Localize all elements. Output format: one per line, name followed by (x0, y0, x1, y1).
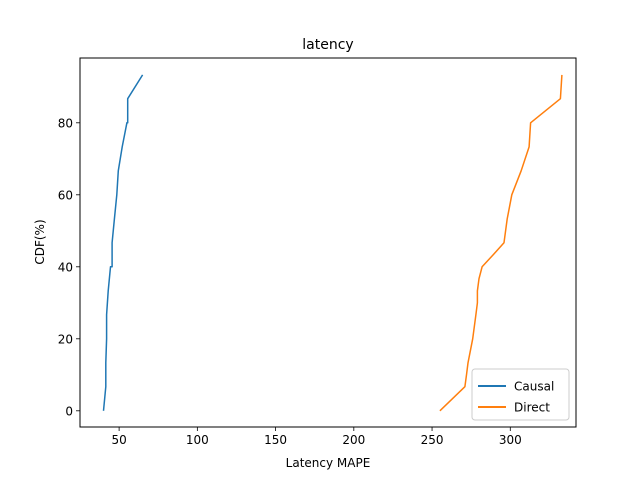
x-tick-label: 100 (186, 433, 209, 447)
series-layer (102, 74, 563, 412)
series-line-causal (102, 74, 144, 411)
x-axis-label: Latency MAPE (286, 456, 371, 470)
legend-label-causal: Causal (514, 380, 554, 394)
plot-area: 50 100 150 200 250 300 0 20 40 60 80 (58, 57, 577, 447)
y-tick-label: 20 (58, 332, 73, 346)
x-tick-label: 50 (111, 433, 126, 447)
chart-title: latency (302, 37, 353, 53)
y-tick-label: 80 (58, 116, 73, 130)
y-axis-ticks: 0 20 40 60 80 (58, 116, 80, 418)
axes-frame (79, 57, 577, 428)
series-line-direct (439, 74, 563, 412)
x-tick-label: 250 (421, 433, 444, 447)
x-tick-label: 300 (499, 433, 522, 447)
y-axis-label: CDF(%) (33, 219, 47, 264)
x-axis-ticks: 50 100 150 200 250 300 (111, 427, 522, 447)
legend: Causal Direct (471, 368, 570, 421)
x-tick-label: 200 (342, 433, 365, 447)
y-tick-label: 0 (65, 404, 73, 418)
y-tick-label: 40 (58, 260, 73, 274)
y-tick-label: 60 (58, 188, 73, 202)
legend-label-direct: Direct (514, 401, 550, 415)
x-tick-label: 150 (264, 433, 287, 447)
